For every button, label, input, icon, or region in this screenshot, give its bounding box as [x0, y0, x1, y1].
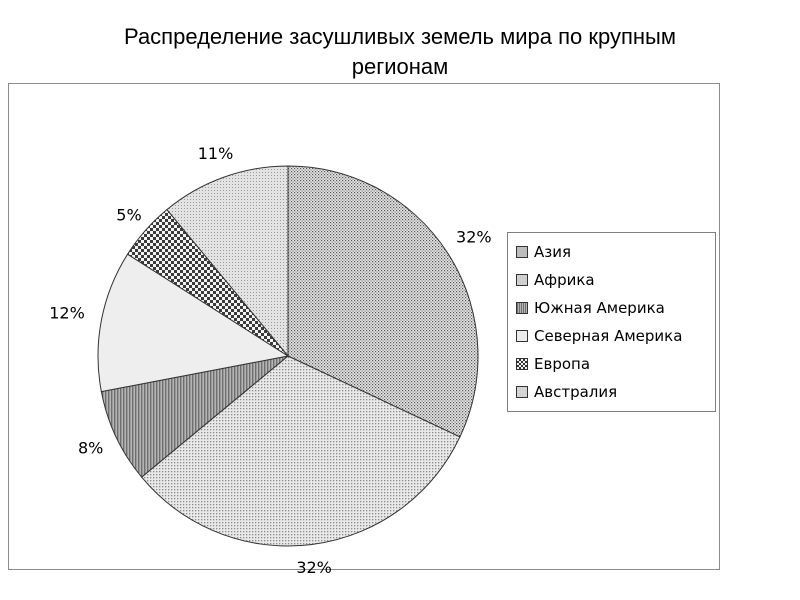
pie-data-labels: 32% 32% 8% 12% 5% 11%	[49, 144, 491, 577]
chart-title-line2: регионам	[351, 54, 449, 79]
legend-item: Северная Америка	[508, 322, 715, 350]
legend-item: Африка	[508, 266, 715, 294]
pie-data-label: 5%	[116, 205, 141, 224]
pie-data-label: 32%	[456, 228, 492, 247]
legend-label: Африка	[534, 271, 595, 289]
pie-data-label: 11%	[198, 144, 234, 163]
legend-label: Австралия	[534, 383, 618, 401]
legend-label: Азия	[534, 243, 572, 261]
legend-item: Австралия	[508, 378, 715, 406]
legend-swatch	[516, 358, 528, 370]
legend-swatch	[516, 386, 528, 398]
pie-slices	[97, 165, 479, 547]
legend-label: Северная Америка	[534, 327, 683, 345]
pie-slice-2	[140, 355, 461, 547]
pie-data-label: 12%	[49, 303, 85, 322]
pie-slice-3	[100, 355, 289, 478]
chart-title-line1: Распределение засушливых земель мира по …	[124, 24, 676, 49]
legend-swatch	[516, 302, 528, 314]
legend-item: Европа	[508, 350, 715, 378]
legend-swatch	[516, 274, 528, 286]
chart-legend: Азия Африка Южная Америка Северная Америка Е…	[507, 232, 716, 412]
pie-data-label: 8%	[78, 438, 103, 457]
legend-label: Европа	[534, 355, 591, 373]
pie-data-label: 32%	[296, 558, 332, 577]
legend-item: Азия	[508, 238, 715, 266]
pie-slice-1	[287, 165, 479, 438]
pie-slice-6	[166, 165, 289, 358]
chart-title: Распределение засушливых земель мира по …	[0, 22, 800, 82]
pie-slice-4	[97, 253, 290, 393]
legend-swatch	[516, 330, 528, 342]
plot-area-frame	[8, 83, 720, 570]
legend-label: Южная Америка	[534, 299, 665, 317]
legend-item: Южная Америка	[508, 294, 715, 322]
legend-swatch	[516, 246, 528, 258]
